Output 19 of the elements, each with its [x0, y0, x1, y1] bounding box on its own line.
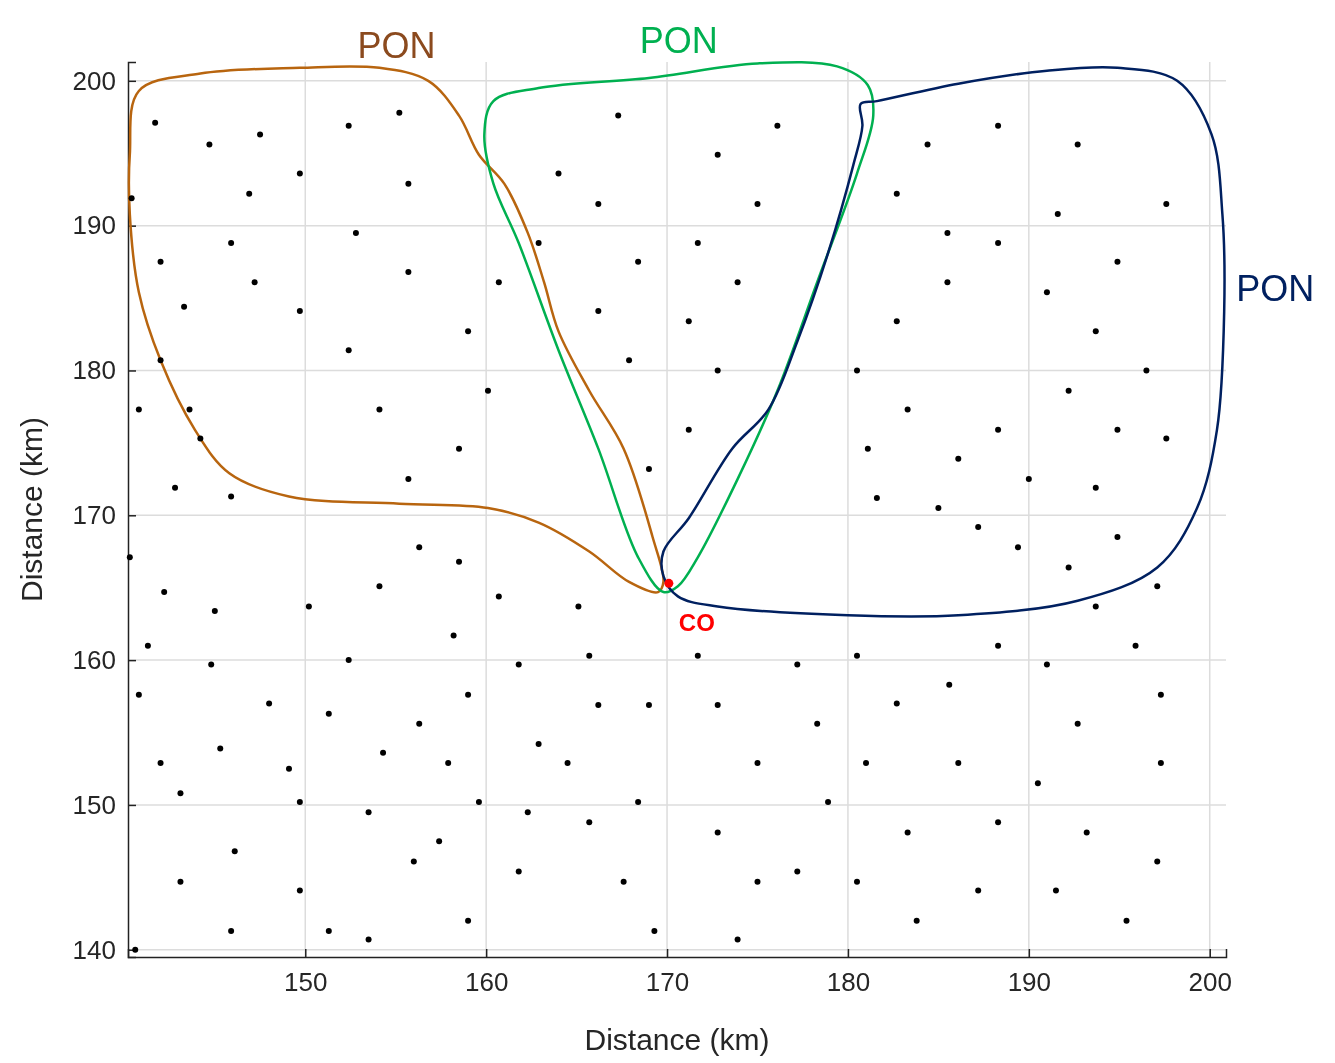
x-tick-label: 170 — [645, 967, 690, 998]
y-tick-label: 160 — [72, 644, 116, 675]
x-tick-label: 160 — [464, 967, 509, 998]
x-tick-label: 150 — [284, 967, 328, 998]
x-tick-label: 200 — [1188, 967, 1232, 998]
text: PON — [1236, 268, 1315, 310]
text: PON — [639, 20, 718, 62]
y-tick-label: 170 — [72, 500, 116, 531]
y-tick-label: 150 — [72, 789, 116, 820]
y-tick-label: 180 — [72, 355, 116, 386]
x-tick-label: 180 — [826, 967, 871, 998]
x-axis-title: Distance (km) — [584, 1023, 770, 1056]
y-axis-title: Distance (km) — [15, 416, 48, 603]
annotation: PON — [357, 24, 436, 66]
y-tick-label: 200 — [72, 65, 116, 96]
annotation: CO — [678, 609, 715, 637]
x-tick-label: 190 — [1007, 967, 1052, 998]
y-tick-label: 140 — [72, 934, 116, 965]
y-tick-label: 190 — [72, 210, 116, 241]
